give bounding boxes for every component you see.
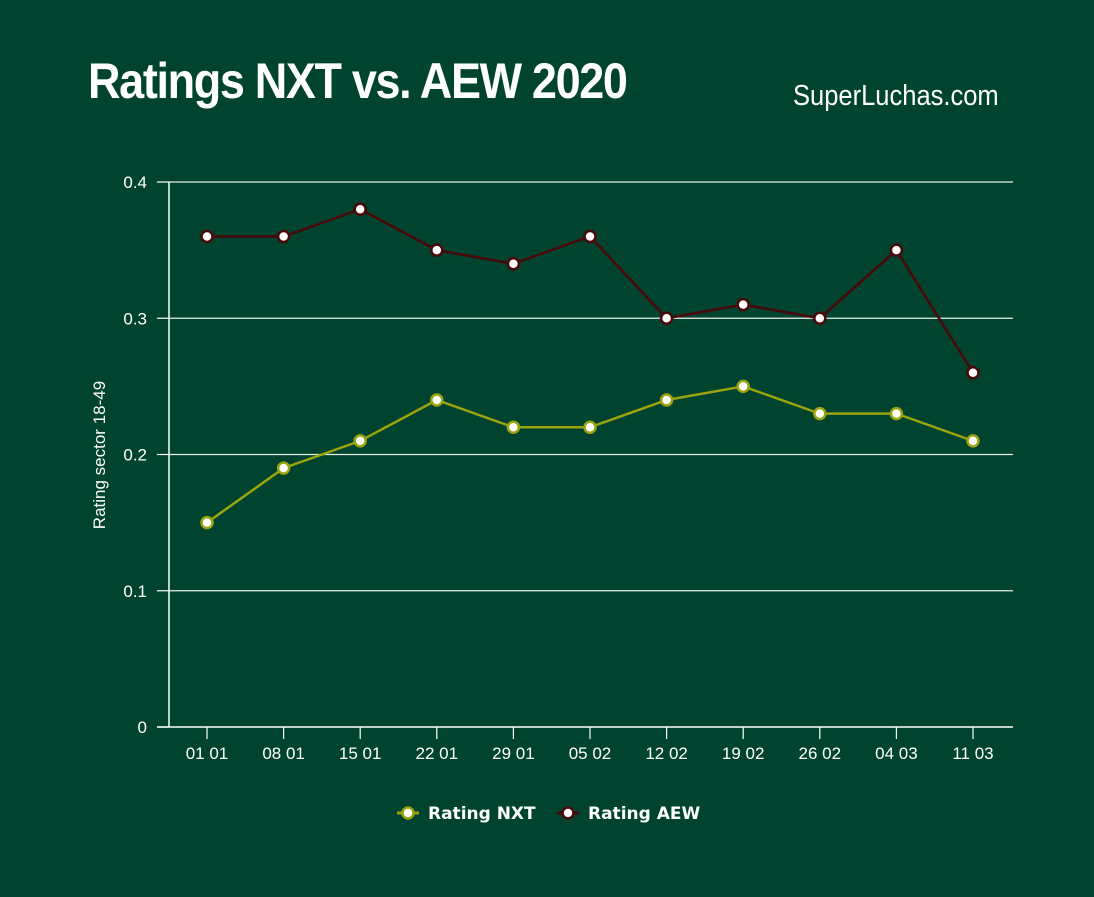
y-tick-label: 0.3 (123, 309, 147, 328)
y-tick-label: 0.2 (123, 446, 147, 465)
x-tick-label: 29 01 (492, 744, 535, 763)
data-point (506, 257, 521, 271)
legend-label: Rating AEW (588, 804, 700, 824)
y-tick-label: 0 (138, 718, 147, 737)
data-point (889, 243, 904, 257)
data-point (583, 420, 597, 434)
data-point (966, 434, 980, 448)
data-point (353, 202, 367, 216)
data-point (736, 297, 750, 312)
x-tick-label: 01 01 (186, 744, 229, 763)
data-point (813, 406, 827, 421)
data-point (276, 461, 291, 475)
legend-marker (561, 806, 575, 820)
x-tick-label: 15 01 (339, 744, 382, 763)
x-tick-label: 04 03 (875, 744, 918, 763)
y-axis-label: Rating sector 18-49 (90, 381, 109, 529)
x-tick-label: 05 02 (569, 744, 612, 763)
x-tick-label: 08 01 (262, 744, 305, 763)
data-point (353, 434, 367, 448)
x-tick-label: 12 02 (645, 744, 688, 763)
source-label: SuperLuchas.com (793, 80, 999, 112)
data-point (200, 229, 214, 244)
data-point (966, 366, 980, 380)
x-tick-label: 19 02 (722, 744, 765, 763)
legend-item: Rating NXT (397, 804, 536, 824)
x-tick-label: 11 03 (952, 744, 993, 763)
data-point (813, 311, 827, 325)
data-point (583, 229, 597, 244)
series-rating-aew (200, 202, 980, 380)
data-point (430, 243, 444, 257)
data-point (736, 379, 750, 394)
chart-title: Ratings NXT vs. AEW 2020 (88, 53, 628, 109)
x-tick-label: 26 02 (799, 744, 842, 763)
data-point (506, 420, 521, 434)
legend-marker (401, 806, 415, 820)
data-point (276, 229, 291, 244)
data-point (889, 406, 904, 421)
y-tick-label: 0.1 (123, 582, 147, 601)
data-point (659, 311, 674, 325)
legend-label: Rating NXT (428, 804, 536, 824)
data-point (659, 393, 674, 407)
data-point (430, 393, 444, 407)
x-tick-label: 22 01 (416, 744, 459, 763)
y-tick-label: 0.4 (123, 173, 147, 192)
legend-item: Rating AEW (557, 804, 700, 824)
data-point (200, 515, 214, 530)
series-rating-nxt (200, 379, 980, 530)
